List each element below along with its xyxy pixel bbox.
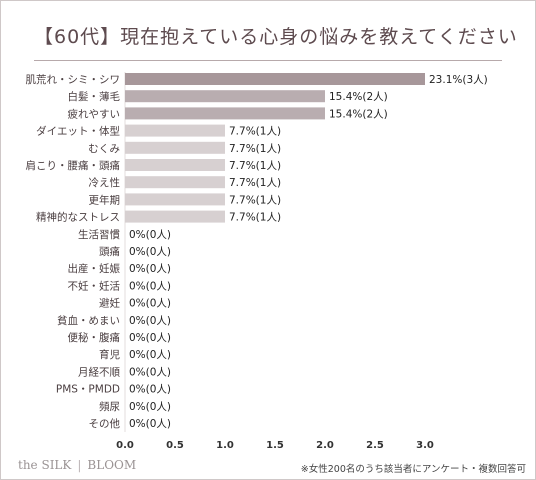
data-label: 15.4%(2人) bbox=[329, 108, 388, 120]
x-tick-label: 0.0 bbox=[116, 440, 134, 451]
x-tick-label: 0.5 bbox=[166, 440, 184, 451]
category-label: 頭痛 bbox=[99, 245, 120, 258]
category-label: 肩こり・腰痛・頭痛 bbox=[26, 159, 121, 172]
category-label: 肌荒れ・シミ・シワ bbox=[26, 74, 121, 86]
category-label: 便秘・腹痛 bbox=[68, 331, 121, 344]
brand-name-left: the SILK bbox=[18, 458, 72, 472]
x-tick-label: 2.0 bbox=[316, 440, 334, 451]
bar bbox=[125, 124, 225, 137]
bar bbox=[125, 210, 225, 223]
bar bbox=[125, 159, 225, 171]
brand-logo: the SILK | BLOOM bbox=[18, 458, 136, 472]
category-label: 出産・妊娠 bbox=[68, 262, 121, 275]
chart-title: 【60代】現在抱えている心身の悩みを教えてください bbox=[34, 26, 518, 48]
category-label: 冷え性 bbox=[89, 176, 121, 189]
category-label: 貧血・めまい bbox=[57, 314, 120, 327]
category-label: 月経不順 bbox=[78, 365, 120, 378]
data-label: 7.7%(1人) bbox=[229, 126, 281, 138]
category-label: 更年期 bbox=[89, 193, 121, 206]
data-label: 23.1%(3人) bbox=[429, 74, 488, 86]
data-label: 0%(0人) bbox=[129, 418, 171, 430]
category-label: 育児 bbox=[99, 348, 120, 361]
category-label: 精神的なストレス bbox=[36, 211, 120, 224]
category-label: 生活習慣 bbox=[78, 228, 120, 241]
bar bbox=[125, 176, 225, 189]
category-label: 頻尿 bbox=[99, 400, 120, 413]
data-label: 0%(0人) bbox=[129, 349, 171, 361]
title-divider bbox=[34, 60, 502, 61]
category-label: PMS・PMDD bbox=[56, 384, 120, 396]
data-label: 7.7%(1人) bbox=[229, 177, 281, 189]
data-label: 0%(0人) bbox=[129, 246, 171, 258]
data-label: 7.7%(1人) bbox=[229, 143, 281, 155]
bar bbox=[125, 107, 325, 120]
x-tick-label: 1.0 bbox=[216, 440, 234, 451]
data-label: 0%(0人) bbox=[129, 401, 171, 413]
data-label: 0%(0人) bbox=[129, 366, 171, 378]
bar bbox=[125, 90, 325, 103]
category-label: その他 bbox=[89, 417, 121, 430]
category-label: 白髪・薄毛 bbox=[68, 90, 121, 103]
data-label: 0%(0人) bbox=[129, 229, 171, 241]
category-label: ダイエット・体型 bbox=[36, 125, 120, 138]
bar bbox=[125, 141, 225, 154]
data-label: 7.7%(1人) bbox=[229, 194, 281, 206]
data-label: 15.4%(2人) bbox=[329, 91, 388, 103]
category-label: 疲れやすい bbox=[68, 107, 121, 120]
x-tick-label: 1.5 bbox=[266, 440, 284, 451]
data-label: 7.7%(1人) bbox=[229, 212, 281, 224]
data-label: 7.7%(1人) bbox=[229, 160, 281, 172]
category-label: 不妊・妊活 bbox=[68, 279, 121, 292]
category-label: むくみ bbox=[88, 143, 120, 155]
x-tick-label: 2.5 bbox=[366, 440, 384, 451]
data-label: 0%(0人) bbox=[129, 384, 171, 396]
bar bbox=[125, 193, 225, 206]
brand-separator: | bbox=[77, 458, 82, 472]
brand-name-right: BLOOM bbox=[87, 458, 137, 472]
data-label: 0%(0人) bbox=[129, 280, 171, 292]
x-tick-label: 3.0 bbox=[416, 440, 434, 451]
data-label: 0%(0人) bbox=[129, 332, 171, 344]
data-label: 0%(0人) bbox=[129, 263, 171, 275]
survey-note: ※女性200名のうち該当者にアンケート・複数回答可 bbox=[300, 464, 526, 475]
data-label: 0%(0人) bbox=[129, 315, 171, 327]
bar bbox=[125, 73, 425, 85]
category-label: 避妊 bbox=[99, 297, 120, 310]
data-label: 0%(0人) bbox=[129, 298, 171, 310]
